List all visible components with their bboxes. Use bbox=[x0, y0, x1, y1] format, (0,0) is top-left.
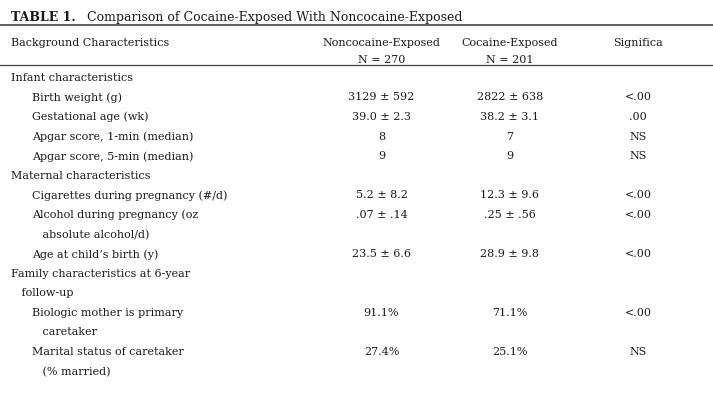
Text: NS: NS bbox=[630, 151, 647, 161]
Text: TABLE 1.: TABLE 1. bbox=[11, 11, 76, 24]
Text: 39.0 ± 2.3: 39.0 ± 2.3 bbox=[352, 112, 411, 122]
Text: 5.2 ± 8.2: 5.2 ± 8.2 bbox=[356, 190, 407, 200]
Text: Family characteristics at 6-year: Family characteristics at 6-year bbox=[11, 269, 190, 279]
Text: Cocaine-Exposed: Cocaine-Exposed bbox=[461, 38, 558, 48]
Text: 28.9 ± 9.8: 28.9 ± 9.8 bbox=[481, 249, 539, 259]
Text: .00: .00 bbox=[630, 112, 647, 122]
Text: Background Characteristics: Background Characteristics bbox=[11, 38, 169, 48]
Text: 8: 8 bbox=[378, 132, 385, 141]
Text: <.00: <.00 bbox=[625, 249, 652, 259]
Text: .07 ± .14: .07 ± .14 bbox=[356, 210, 407, 220]
Text: N = 201: N = 201 bbox=[486, 55, 533, 65]
Text: Gestational age (wk): Gestational age (wk) bbox=[32, 112, 148, 122]
Text: NS: NS bbox=[630, 132, 647, 141]
Text: N = 270: N = 270 bbox=[358, 55, 405, 65]
Text: Significa: Significa bbox=[613, 38, 663, 48]
Text: 27.4%: 27.4% bbox=[364, 347, 399, 357]
Text: Noncocaine-Exposed: Noncocaine-Exposed bbox=[322, 38, 441, 48]
Text: absolute alcohol/d): absolute alcohol/d) bbox=[32, 229, 150, 240]
Text: 12.3 ± 9.6: 12.3 ± 9.6 bbox=[481, 190, 539, 200]
Text: Birth weight (g): Birth weight (g) bbox=[32, 93, 122, 103]
Text: 3129 ± 592: 3129 ± 592 bbox=[349, 93, 414, 102]
Text: Maternal characteristics: Maternal characteristics bbox=[11, 170, 150, 181]
Text: <.00: <.00 bbox=[625, 93, 652, 102]
Text: <.00: <.00 bbox=[625, 210, 652, 220]
Text: NS: NS bbox=[630, 347, 647, 357]
Text: 9: 9 bbox=[378, 151, 385, 161]
Text: 71.1%: 71.1% bbox=[492, 308, 528, 318]
Text: 7: 7 bbox=[506, 132, 513, 141]
Text: 2822 ± 638: 2822 ± 638 bbox=[477, 93, 543, 102]
Text: 23.5 ± 6.6: 23.5 ± 6.6 bbox=[352, 249, 411, 259]
Text: .25 ± .56: .25 ± .56 bbox=[484, 210, 535, 220]
Text: 9: 9 bbox=[506, 151, 513, 161]
Text: Alcohol during pregnancy (oz: Alcohol during pregnancy (oz bbox=[32, 210, 198, 221]
Text: Cigarettes during pregnancy (#/d): Cigarettes during pregnancy (#/d) bbox=[32, 190, 227, 201]
Text: Marital status of caretaker: Marital status of caretaker bbox=[32, 347, 184, 357]
Text: Apgar score, 1-min (median): Apgar score, 1-min (median) bbox=[32, 132, 193, 142]
Text: <.00: <.00 bbox=[625, 308, 652, 318]
Text: 91.1%: 91.1% bbox=[364, 308, 399, 318]
Text: Comparison of Cocaine-Exposed With Noncocaine-Exposed: Comparison of Cocaine-Exposed With Nonco… bbox=[71, 11, 463, 24]
Text: follow-up: follow-up bbox=[11, 288, 73, 298]
Text: caretaker: caretaker bbox=[32, 327, 97, 337]
Text: (% married): (% married) bbox=[32, 366, 111, 377]
Text: Infant characteristics: Infant characteristics bbox=[11, 73, 133, 83]
Text: <.00: <.00 bbox=[625, 190, 652, 200]
Text: 25.1%: 25.1% bbox=[492, 347, 528, 357]
Text: Apgar score, 5-min (median): Apgar score, 5-min (median) bbox=[32, 151, 193, 162]
Text: 38.2 ± 3.1: 38.2 ± 3.1 bbox=[481, 112, 539, 122]
Text: Biologic mother is primary: Biologic mother is primary bbox=[32, 308, 183, 318]
Text: Age at child’s birth (y): Age at child’s birth (y) bbox=[32, 249, 158, 260]
